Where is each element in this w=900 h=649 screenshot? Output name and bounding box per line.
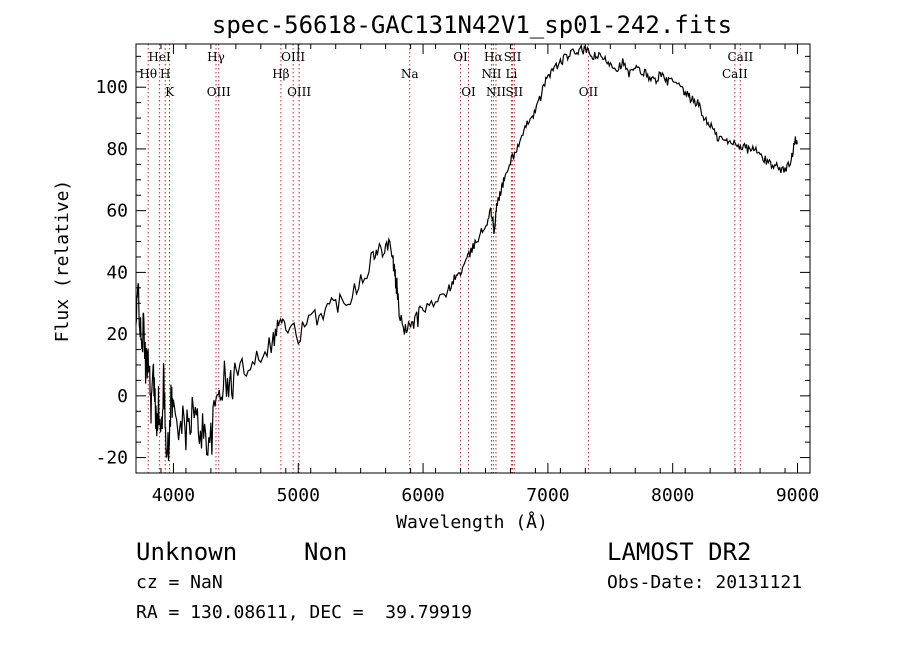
x-tick-label: 5000 (277, 485, 320, 506)
x-tick-label: 6000 (401, 485, 444, 506)
survey-name: LAMOST DR2 (607, 538, 752, 566)
line-marker-label: OII (579, 85, 599, 99)
axes: 4000 5000 6000 7000 8000 9000 -20 0 20 40 60 80 100 (95, 44, 819, 506)
x-axis-label: Wavelength (Å) (396, 511, 548, 533)
line-marker-label: OIII (207, 85, 231, 99)
object-subclass: Non (304, 538, 348, 566)
object-class: Unknown (136, 538, 238, 566)
line-marker-label: OIII (281, 50, 305, 64)
line-marker-label: Li (506, 67, 518, 81)
line-marker-label: Hβ (272, 67, 289, 81)
x-tick-label: 4000 (152, 485, 195, 506)
x-tick-label: 7000 (526, 485, 569, 506)
line-marker-label: H (160, 67, 170, 81)
y-tick-label: 40 (106, 262, 128, 283)
line-marker-label: OI (461, 85, 476, 99)
line-marker-label: HeI (148, 50, 171, 64)
redshift-text: cz = NaN (136, 572, 223, 593)
y-tick-label: -20 (95, 448, 128, 469)
line-marker-label: NII (481, 67, 501, 81)
y-axis-label: Flux (relative) (52, 180, 73, 343)
y-tick-label: 100 (95, 77, 128, 98)
chart-title: spec-56618-GAC131N42V1_sp01-242.fits (212, 11, 732, 39)
line-marker-label: SII (505, 85, 523, 99)
line-marker-label: Hα (484, 50, 503, 64)
line-marker-label: CaII (722, 67, 748, 81)
line-marker-label: NII (486, 85, 506, 99)
y-tick-label: 0 (117, 386, 128, 407)
spectral-line-markers: HθHeIHKHγOIIIHβOIIIOIIINaOIOINIIHαNIISII… (139, 44, 754, 473)
line-marker-label: SII (504, 50, 522, 64)
plot-frame (135, 43, 811, 474)
line-marker-label: CaII (727, 50, 753, 64)
line-marker-label: OIII (287, 85, 311, 99)
obs-date-text: Obs-Date: 20131121 (607, 572, 803, 593)
line-marker-label: OI (453, 50, 468, 64)
line-marker-label: Na (401, 67, 419, 81)
line-marker-label: Hθ (139, 67, 157, 81)
x-tick-label: 8000 (651, 485, 694, 506)
y-tick-label: 60 (106, 201, 128, 222)
coords-text: RA = 130.08611, DEC = 39.79919 (136, 602, 472, 623)
y-tick-label: 80 (106, 139, 128, 160)
x-tick-label: 9000 (776, 485, 819, 506)
line-marker-label: K (165, 85, 175, 99)
line-marker-label: Hγ (207, 50, 225, 64)
y-tick-label: 20 (106, 324, 128, 345)
spectrum-series-line (135, 43, 798, 461)
